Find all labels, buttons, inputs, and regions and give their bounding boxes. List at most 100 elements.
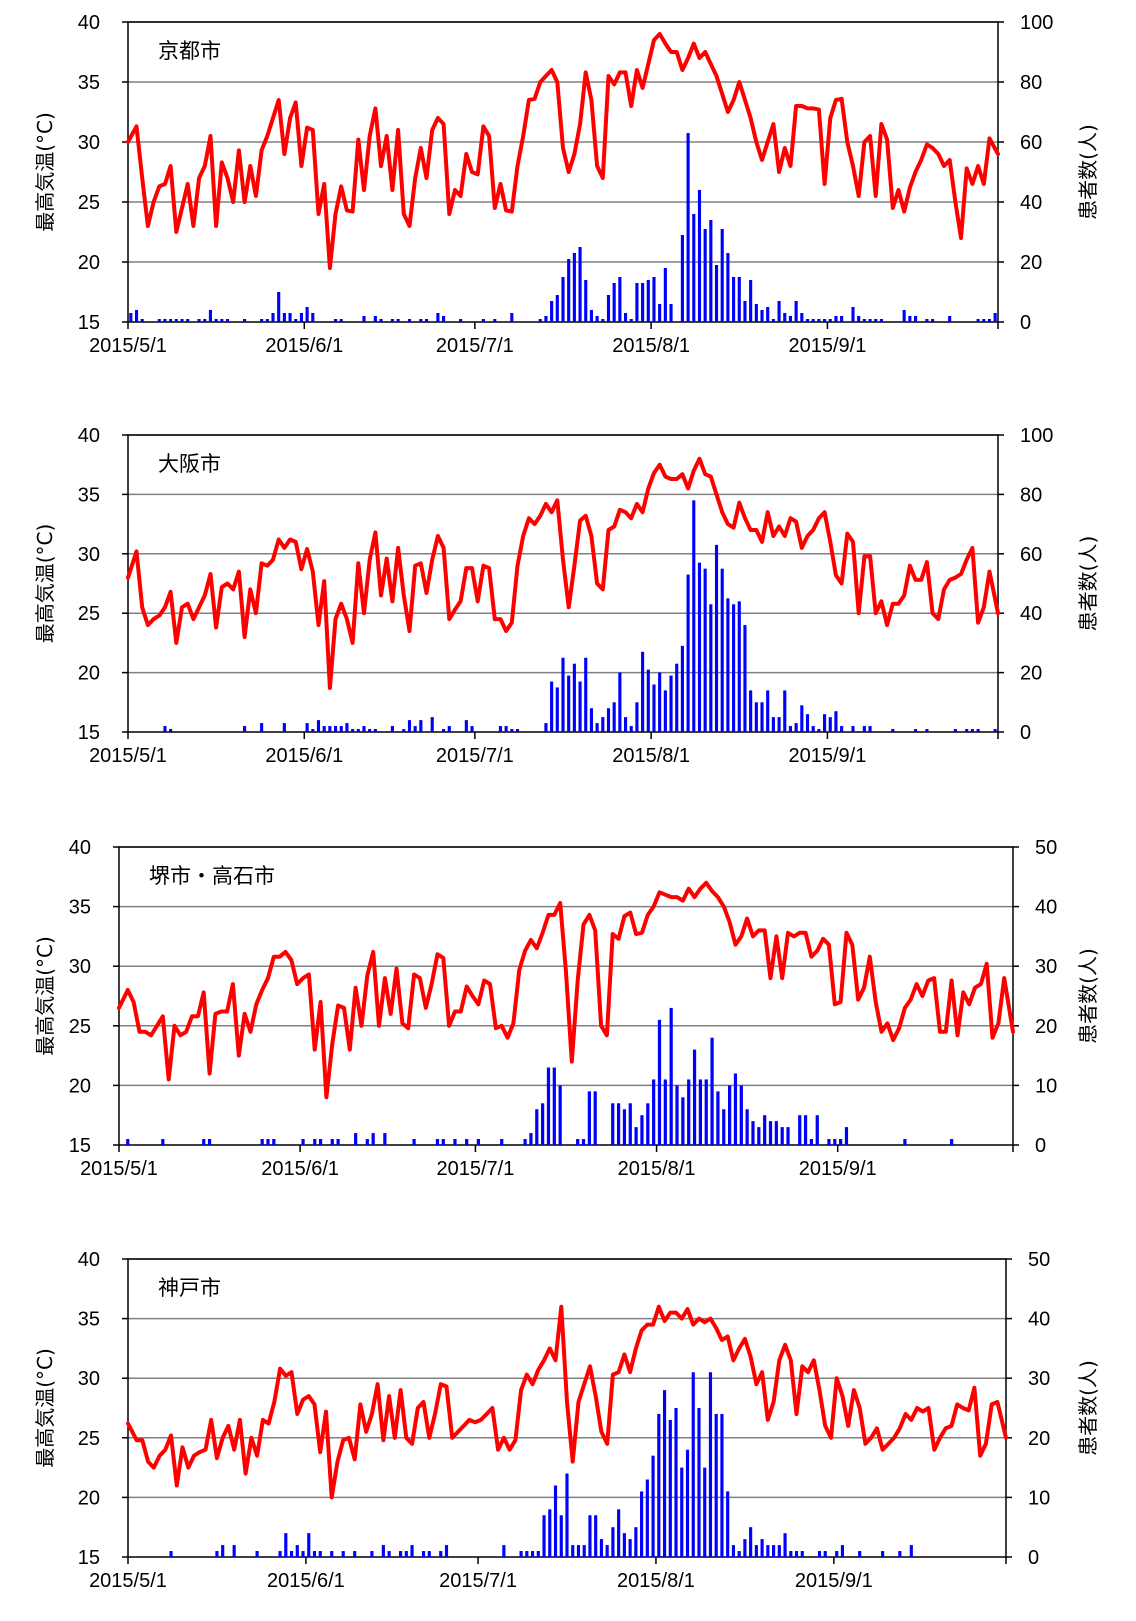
patient-bar	[289, 1551, 294, 1557]
patient-bar	[629, 726, 633, 732]
patient-bar	[265, 319, 269, 322]
patient-bar	[657, 1019, 662, 1145]
patient-bar	[272, 1139, 276, 1145]
patient-bar	[692, 500, 696, 732]
patient-bar	[427, 1551, 431, 1557]
patient-bar	[635, 702, 639, 732]
patient-bar	[390, 319, 394, 322]
patient-bar	[674, 1408, 678, 1557]
patient-bar	[284, 1533, 288, 1557]
patient-bar	[687, 1079, 691, 1145]
patient-bar	[976, 319, 980, 322]
y-right-tick-label: 60	[1020, 132, 1042, 154]
patient-bar	[698, 1079, 702, 1145]
y-right-axis-label: 患者数(人)	[1076, 948, 1100, 1044]
patient-bar	[657, 1413, 661, 1557]
patient-bar	[174, 319, 178, 322]
y-right-tick-label: 40	[1035, 897, 1057, 919]
patient-bar	[588, 1515, 592, 1557]
y-right-tick-label: 10	[1035, 1075, 1057, 1097]
patient-bar	[840, 316, 844, 322]
patient-bar	[771, 717, 775, 732]
patient-bar	[379, 319, 383, 322]
patient-bar	[502, 1545, 506, 1557]
patient-bar	[203, 319, 207, 322]
y-right-tick-label: 100	[1020, 12, 1053, 34]
patient-bar	[529, 1133, 533, 1145]
y-left-tick-label: 15	[78, 722, 100, 744]
patient-bar	[542, 1515, 546, 1557]
patient-bar	[561, 657, 565, 732]
patient-bar	[129, 313, 133, 322]
patient-bar	[714, 1413, 718, 1557]
patient-bar	[163, 726, 167, 732]
y-left-tick-label: 30	[78, 132, 100, 154]
patient-bar	[982, 319, 986, 322]
patient-bar	[301, 1551, 305, 1557]
patient-bar	[668, 1419, 672, 1557]
y-left-axis-label: 最高気温(°C)	[33, 1348, 57, 1468]
patient-bar	[703, 1467, 707, 1557]
patient-bar	[186, 319, 190, 322]
y-right-tick-label: 0	[1028, 1547, 1039, 1569]
patient-bar	[743, 1539, 747, 1557]
patient-bar	[987, 319, 992, 322]
patient-bar	[157, 319, 161, 322]
patient-bar	[312, 1551, 317, 1557]
x-tick-label: 2015/7/1	[439, 1570, 517, 1592]
patient-bar	[662, 1390, 667, 1557]
patient-bar	[341, 1551, 345, 1557]
y-left-tick-label: 35	[78, 484, 100, 506]
patient-bar	[282, 723, 286, 732]
patient-bar	[827, 1139, 831, 1145]
patient-bar	[739, 1085, 743, 1145]
patient-bar	[180, 319, 184, 322]
patient-bar	[536, 1551, 540, 1557]
patient-bar	[737, 601, 741, 732]
patient-bar	[760, 1539, 764, 1557]
patient-bar	[641, 283, 645, 322]
patient-bar	[208, 310, 213, 322]
patient-bar	[840, 726, 844, 732]
patient-bar	[535, 1109, 539, 1145]
patient-bar	[716, 1091, 720, 1145]
patient-bar	[260, 723, 264, 732]
patient-bar	[571, 1545, 575, 1557]
patient-bar	[731, 1545, 735, 1557]
patient-bar	[686, 133, 690, 322]
patient-bar	[737, 1551, 741, 1557]
patient-bar	[618, 672, 622, 732]
patient-bar	[550, 301, 554, 322]
patient-bar	[675, 1085, 679, 1145]
patient-bar	[692, 1049, 697, 1145]
x-tick-label: 2015/5/1	[89, 1570, 167, 1592]
patient-bar	[220, 319, 224, 322]
patient-bar	[857, 316, 861, 322]
patient-bar	[390, 726, 394, 732]
patient-bar	[353, 1551, 357, 1557]
patient-bar	[828, 717, 832, 732]
patient-bar	[305, 307, 309, 322]
temperature-line	[117, 880, 1015, 1100]
patient-bar	[197, 319, 201, 322]
temperature-line	[126, 456, 1000, 690]
patient-bar	[444, 1545, 449, 1557]
patient-bar	[788, 726, 793, 732]
patient-bar	[874, 319, 878, 322]
patient-bar	[387, 1551, 391, 1557]
patient-bar	[681, 1097, 685, 1145]
y-left-tick-label: 30	[78, 544, 100, 566]
x-tick-label: 2015/7/1	[437, 1158, 515, 1180]
patient-bar	[606, 295, 611, 322]
patient-bar	[925, 319, 929, 322]
y-left-tick-label: 35	[78, 72, 100, 94]
patient-bar	[783, 313, 787, 322]
patient-bar	[641, 651, 645, 732]
patient-bar	[266, 1139, 270, 1145]
patient-bar	[993, 313, 997, 322]
y-right-tick-label: 80	[1020, 72, 1042, 94]
chart-title: 京都市	[158, 39, 221, 63]
patient-bar	[805, 319, 810, 322]
patient-bar	[311, 313, 315, 322]
